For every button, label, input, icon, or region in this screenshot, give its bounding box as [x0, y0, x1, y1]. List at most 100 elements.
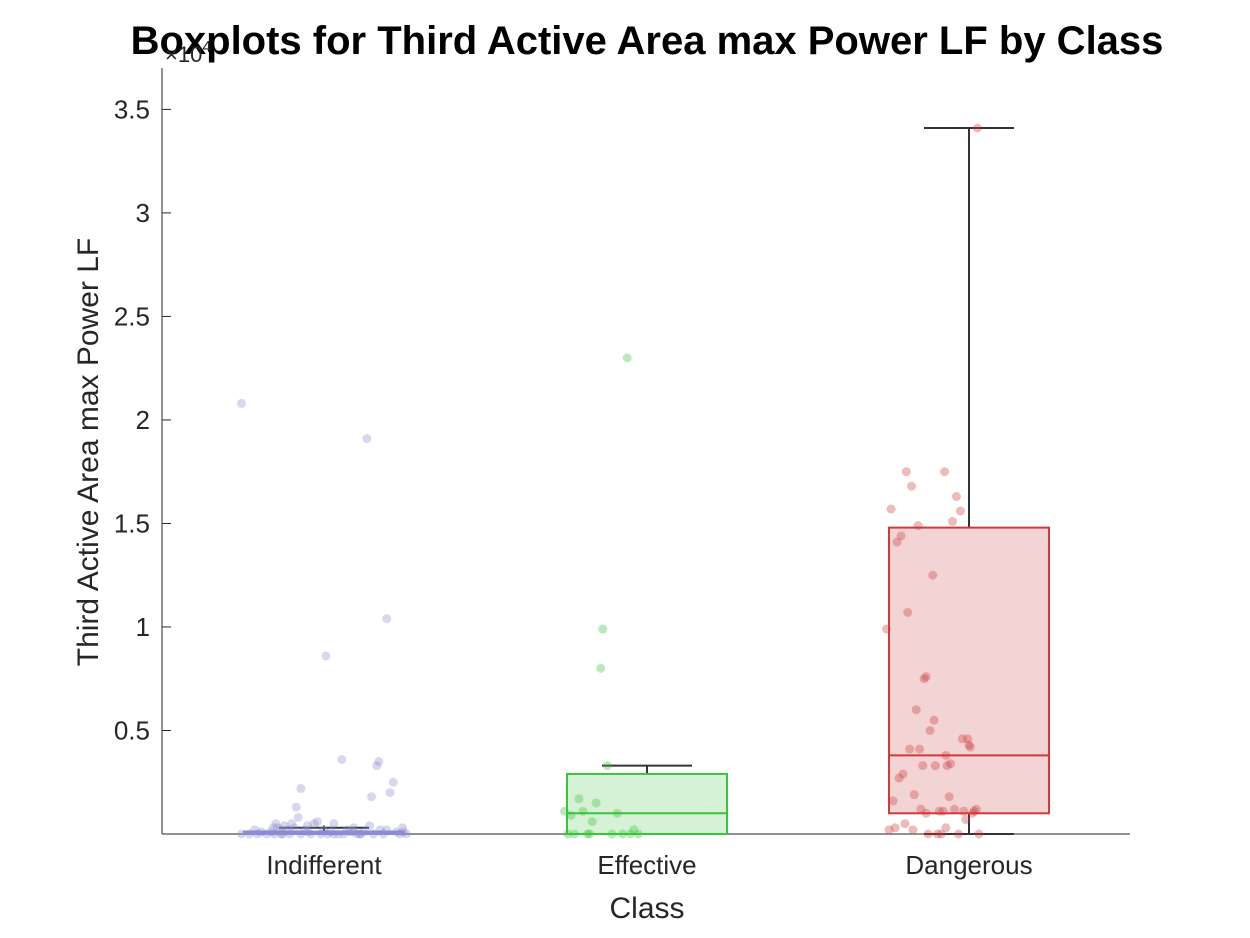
- data-point: [587, 817, 597, 827]
- y-exponent-base: ×10: [165, 42, 202, 67]
- data-point: [894, 773, 904, 783]
- data-point: [287, 819, 297, 829]
- data-point: [316, 829, 326, 839]
- data-point: [884, 825, 894, 835]
- data-point: [378, 829, 388, 839]
- data-point: [940, 467, 950, 477]
- data-point: [276, 825, 286, 835]
- data-point: [296, 783, 306, 793]
- data-point: [237, 398, 246, 408]
- data-point: [967, 808, 977, 818]
- data-point: [957, 734, 967, 744]
- y-axis-label: Third Active Area max Power LF: [72, 238, 105, 667]
- data-point: [941, 750, 951, 760]
- data-point: [252, 829, 262, 839]
- data-point: [355, 829, 365, 839]
- data-point: [362, 434, 372, 444]
- data-point: [250, 825, 260, 835]
- data-point: [936, 829, 946, 839]
- data-point: [271, 819, 281, 829]
- data-point: [925, 725, 935, 735]
- data-point: [285, 829, 295, 839]
- data-point: [964, 740, 974, 750]
- data-point: [890, 823, 900, 833]
- data-point: [938, 806, 948, 816]
- data-point: [919, 674, 929, 684]
- data-point: [916, 804, 926, 814]
- data-point: [965, 742, 975, 752]
- data-point: [266, 827, 276, 837]
- data-point: [622, 353, 632, 363]
- y-exponent-label: ×104: [165, 39, 211, 67]
- x-tick-label: Effective: [597, 850, 696, 880]
- y-tick-label: 2: [136, 405, 150, 435]
- data-point: [270, 829, 279, 839]
- data-point: [901, 467, 911, 477]
- data-point: [951, 492, 961, 502]
- data-point: [566, 810, 576, 820]
- data-point: [277, 829, 287, 839]
- data-point: [921, 808, 931, 818]
- data-point: [953, 829, 963, 839]
- data-point: [395, 829, 405, 839]
- data-point: [633, 829, 643, 839]
- data-point: [329, 819, 339, 829]
- data-point: [382, 614, 392, 624]
- y-tick-label: 3.5: [114, 94, 150, 124]
- chart-title: Boxplots for Third Active Area max Power…: [131, 19, 1164, 63]
- data-point: [349, 823, 359, 833]
- data-point: [941, 823, 951, 833]
- y-tick-label: 1: [136, 612, 150, 642]
- plot-area: 0.5 1 1.5 2 2.5 3 3.5 Indifferent Effective Dange…: [114, 68, 1130, 880]
- data-point: [342, 825, 352, 835]
- data-point: [961, 815, 971, 825]
- data-point: [946, 759, 956, 769]
- data-point: [930, 761, 940, 771]
- data-point: [596, 663, 606, 673]
- data-point: [283, 825, 293, 835]
- data-point: [299, 825, 309, 835]
- data-point: [367, 792, 377, 802]
- data-point: [321, 651, 331, 661]
- y-exponent-power: 4: [202, 39, 211, 56]
- data-point: [932, 829, 942, 839]
- data-point: [892, 537, 902, 547]
- data-point: [583, 829, 593, 839]
- data-point: [629, 825, 639, 835]
- data-point: [296, 829, 306, 839]
- data-point: [969, 806, 979, 816]
- data-point: [334, 829, 344, 839]
- data-point: [900, 819, 910, 829]
- data-point: [402, 829, 411, 839]
- data-point: [882, 624, 891, 634]
- data-point: [337, 754, 347, 764]
- data-point: [306, 829, 316, 839]
- data-point: [585, 829, 595, 839]
- data-point: [560, 806, 569, 816]
- data-point: [569, 829, 579, 839]
- x-tick-label: Dangerous: [905, 850, 1032, 880]
- data-point: [612, 808, 622, 818]
- data-point: [293, 812, 303, 822]
- data-point: [888, 796, 898, 806]
- data-point: [598, 624, 608, 634]
- data-point: [392, 827, 402, 837]
- data-point: [955, 506, 965, 516]
- y-tick-label: 1.5: [114, 508, 150, 538]
- data-point: [318, 825, 328, 835]
- data-point: [352, 829, 362, 839]
- data-point: [896, 531, 906, 541]
- data-point: [303, 827, 312, 837]
- data-point: [359, 827, 369, 837]
- data-point: [369, 829, 378, 839]
- data-point: [276, 829, 286, 839]
- data-point: [886, 504, 896, 514]
- data-point: [398, 827, 408, 837]
- data-point: [911, 705, 921, 715]
- box: [566, 772, 728, 835]
- data-point: [913, 521, 923, 531]
- data-point: [963, 734, 973, 744]
- data-point: [326, 827, 336, 837]
- x-tick-label: Indifferent: [266, 850, 382, 880]
